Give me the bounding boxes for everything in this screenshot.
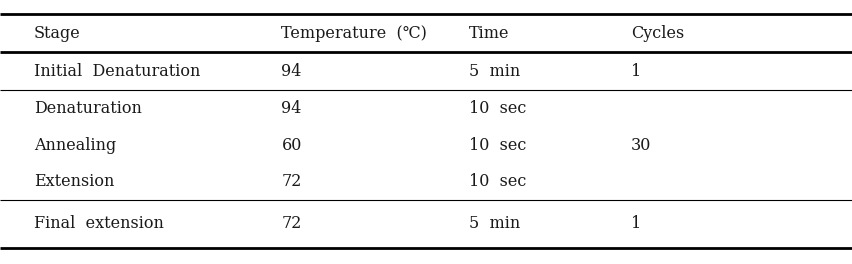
Text: Denaturation: Denaturation xyxy=(34,100,141,117)
Text: Time: Time xyxy=(469,25,509,41)
Text: Cycles: Cycles xyxy=(630,25,683,41)
Text: 94: 94 xyxy=(281,63,302,79)
Text: Extension: Extension xyxy=(34,173,114,190)
Text: Initial  Denaturation: Initial Denaturation xyxy=(34,63,200,79)
Text: 30: 30 xyxy=(630,136,651,153)
Text: Annealing: Annealing xyxy=(34,136,116,153)
Text: 72: 72 xyxy=(281,215,302,233)
Text: 5  min: 5 min xyxy=(469,63,520,79)
Text: 72: 72 xyxy=(281,173,302,190)
Text: 10  sec: 10 sec xyxy=(469,173,526,190)
Text: Temperature  (℃): Temperature (℃) xyxy=(281,25,427,41)
Text: 60: 60 xyxy=(281,136,302,153)
Text: 10  sec: 10 sec xyxy=(469,136,526,153)
Text: 5  min: 5 min xyxy=(469,215,520,233)
Text: 1: 1 xyxy=(630,63,641,79)
Text: 10  sec: 10 sec xyxy=(469,100,526,117)
Text: Final  extension: Final extension xyxy=(34,215,164,233)
Text: Stage: Stage xyxy=(34,25,81,41)
Text: 1: 1 xyxy=(630,215,641,233)
Text: 94: 94 xyxy=(281,100,302,117)
